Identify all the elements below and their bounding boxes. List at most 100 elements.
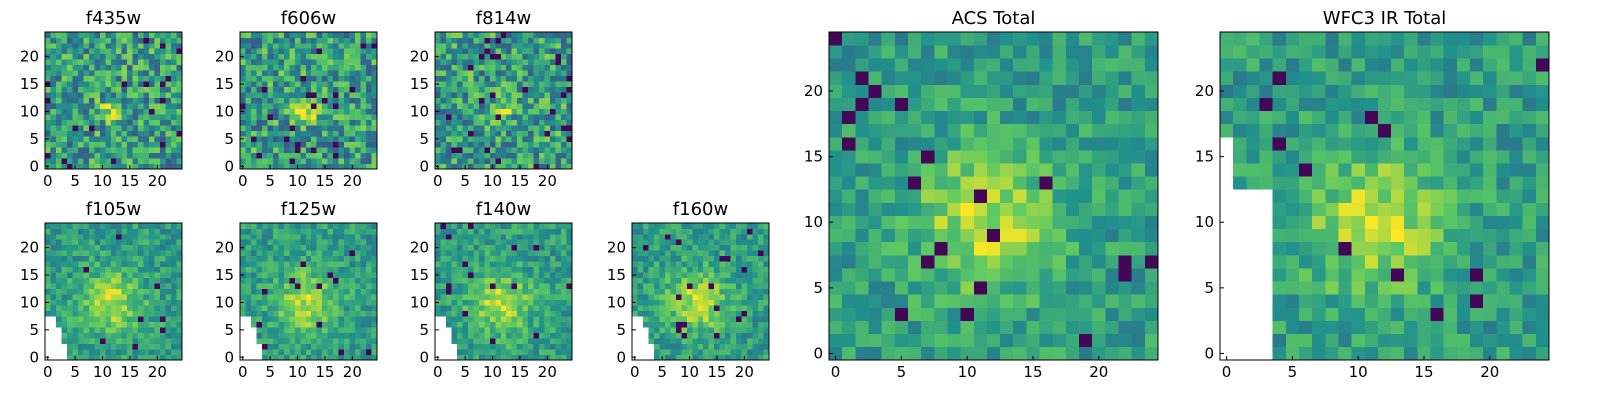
heatmap-cell — [88, 239, 95, 246]
heatmap-cell — [45, 32, 51, 38]
heatmap-cell — [300, 228, 307, 235]
heatmap-cell — [333, 239, 339, 246]
heatmap-cell — [283, 163, 290, 170]
heatmap-cell — [533, 81, 540, 88]
heatmap-cell — [256, 223, 263, 229]
heatmap-cell — [344, 321, 350, 328]
heatmap-cell — [250, 228, 257, 235]
heatmap-cell — [440, 266, 447, 273]
heatmap-cell — [99, 147, 106, 153]
heatmap-cell — [1105, 333, 1119, 348]
heatmap-cell — [322, 349, 328, 355]
heatmap-cell — [719, 316, 726, 322]
heatmap-cell — [506, 136, 513, 142]
heatmap-cell — [708, 316, 715, 322]
heatmap-cell — [473, 233, 480, 240]
heatmap-cell — [66, 92, 73, 99]
heatmap-cell — [555, 37, 562, 44]
heatmap-cell — [539, 255, 545, 262]
heatmap-cell — [344, 152, 350, 159]
heatmap-cell — [283, 81, 290, 88]
heatmap-cell — [539, 53, 545, 60]
heatmap-cell — [522, 332, 529, 339]
heatmap-cell — [105, 152, 112, 159]
heatmap-cell — [561, 277, 567, 284]
heatmap-cell — [473, 163, 480, 170]
heatmap-cell — [637, 244, 644, 251]
heatmap-cell — [484, 59, 491, 66]
heatmap-cell — [653, 228, 660, 235]
heatmap-cell — [261, 75, 268, 82]
heatmap-cell — [94, 114, 101, 120]
heatmap-cell — [143, 81, 150, 88]
heatmap-cell — [165, 255, 172, 262]
heatmap-cell — [261, 70, 268, 77]
heatmap-cell — [747, 294, 753, 301]
heatmap-cell — [703, 261, 710, 268]
heatmap-cell — [121, 130, 128, 137]
heatmap-cell — [973, 150, 988, 164]
heatmap-cell — [176, 354, 183, 361]
heatmap-cell — [921, 202, 935, 216]
heatmap-cell — [132, 108, 139, 115]
heatmap-cell — [736, 327, 742, 333]
heatmap-cell — [675, 321, 682, 328]
heatmap-cell — [77, 103, 84, 110]
heatmap-cell — [653, 294, 660, 301]
heatmap-cell — [506, 130, 513, 137]
heatmap-cell — [165, 321, 172, 328]
heatmap-cell — [83, 349, 90, 355]
heatmap-cell — [489, 108, 496, 115]
heatmap-cell — [333, 141, 339, 148]
heatmap-cell — [986, 215, 1001, 230]
heatmap-cell — [305, 294, 312, 301]
heatmap-cell — [462, 244, 469, 251]
heatmap-cell — [648, 321, 655, 328]
heatmap-cell — [360, 75, 367, 82]
heatmap-cell — [1105, 176, 1119, 190]
heatmap-cell — [355, 261, 361, 268]
heatmap-cell — [283, 283, 290, 290]
heatmap-cell — [355, 48, 361, 55]
heatmap-cell — [670, 338, 677, 344]
heatmap-cell — [294, 250, 301, 257]
heatmap-cell — [670, 233, 677, 240]
heatmap-cell — [61, 158, 68, 164]
heatmap-cell — [311, 244, 318, 251]
heatmap-cell — [127, 327, 133, 333]
heatmap-cell — [149, 305, 155, 311]
heatmap-cell — [138, 86, 144, 93]
heatmap-cell — [72, 64, 79, 71]
heatmap-cell — [539, 119, 545, 126]
heatmap-cell — [88, 141, 95, 148]
heatmap-cell — [94, 108, 101, 115]
heatmap-cell — [555, 228, 562, 235]
heatmap-cell — [160, 338, 166, 344]
heatmap-cell — [484, 327, 491, 333]
heatmap-cell — [355, 272, 361, 279]
heatmap-cell — [116, 349, 123, 355]
heatmap-cell — [500, 250, 507, 257]
heatmap-cell — [511, 277, 518, 284]
heatmap-cell — [366, 125, 372, 131]
heatmap-cell — [478, 75, 485, 82]
heatmap-cell — [360, 97, 367, 104]
heatmap-cell — [550, 228, 556, 235]
heatmap-cell — [349, 250, 356, 257]
heatmap-cell — [478, 283, 485, 290]
heatmap-cell — [116, 130, 123, 137]
heatmap-cell — [1026, 320, 1040, 335]
heatmap-cell — [160, 343, 166, 350]
heatmap-cell — [371, 64, 378, 71]
heatmap-cell — [495, 163, 502, 170]
heatmap-cell — [664, 250, 671, 257]
heatmap-cell — [250, 233, 257, 240]
heatmap-cell — [1039, 176, 1054, 190]
heatmap-cell — [83, 32, 90, 38]
heatmap-cell — [445, 37, 452, 44]
heatmap-cell — [300, 136, 307, 142]
heatmap-cell — [544, 223, 551, 229]
heatmap-cell — [94, 42, 101, 49]
heatmap-cell — [511, 32, 518, 38]
